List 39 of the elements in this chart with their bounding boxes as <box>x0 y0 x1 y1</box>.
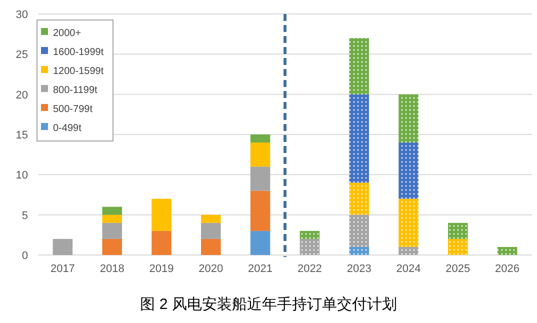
bar <box>152 230 172 255</box>
y-tick-label: 25 <box>16 49 28 62</box>
bar <box>250 190 270 231</box>
y-tick-label: 10 <box>16 170 28 182</box>
y-tick-label: 15 <box>16 130 28 142</box>
x-tick-label: 2018 <box>100 263 124 275</box>
x-tick-label: 2023 <box>346 263 372 275</box>
bar <box>250 142 270 167</box>
bar <box>201 238 221 255</box>
bar <box>152 198 172 231</box>
y-tick-label: 5 <box>22 210 28 222</box>
y-tick-label: 0 <box>22 250 28 262</box>
bar <box>102 206 122 215</box>
bar <box>102 214 122 223</box>
legend-label: 0-499t <box>53 123 82 134</box>
text: 图 2 风电安装船近年手持订单交付计划 <box>140 296 397 313</box>
legend-label: 1200-1599t <box>53 66 104 77</box>
legend-label: 2000+ <box>53 28 82 39</box>
legend-label: 500-799t <box>53 104 93 115</box>
legend-label: 1600-1999t <box>53 47 104 58</box>
bar <box>250 230 270 255</box>
bar <box>250 134 270 143</box>
x-tick-label: 2022 <box>297 263 322 275</box>
x-tick-label: 2021 <box>248 263 273 275</box>
bar <box>102 238 122 255</box>
bar <box>201 222 221 239</box>
x-tick-label: 2019 <box>149 263 174 275</box>
legend-label: 800-1199t <box>53 85 98 96</box>
x-tick-label: 2017 <box>50 263 75 275</box>
bar <box>52 238 73 255</box>
x-tick-label: 2020 <box>198 263 224 275</box>
x-tick-label: 2025 <box>446 263 470 275</box>
x-tick-label: 2026 <box>495 263 520 275</box>
bar <box>102 222 122 239</box>
x-tick-label: 2024 <box>396 263 421 275</box>
bar <box>201 214 221 223</box>
y-tick-label: 30 <box>16 9 28 21</box>
y-tick-label: 20 <box>16 89 28 102</box>
bar <box>250 166 270 191</box>
